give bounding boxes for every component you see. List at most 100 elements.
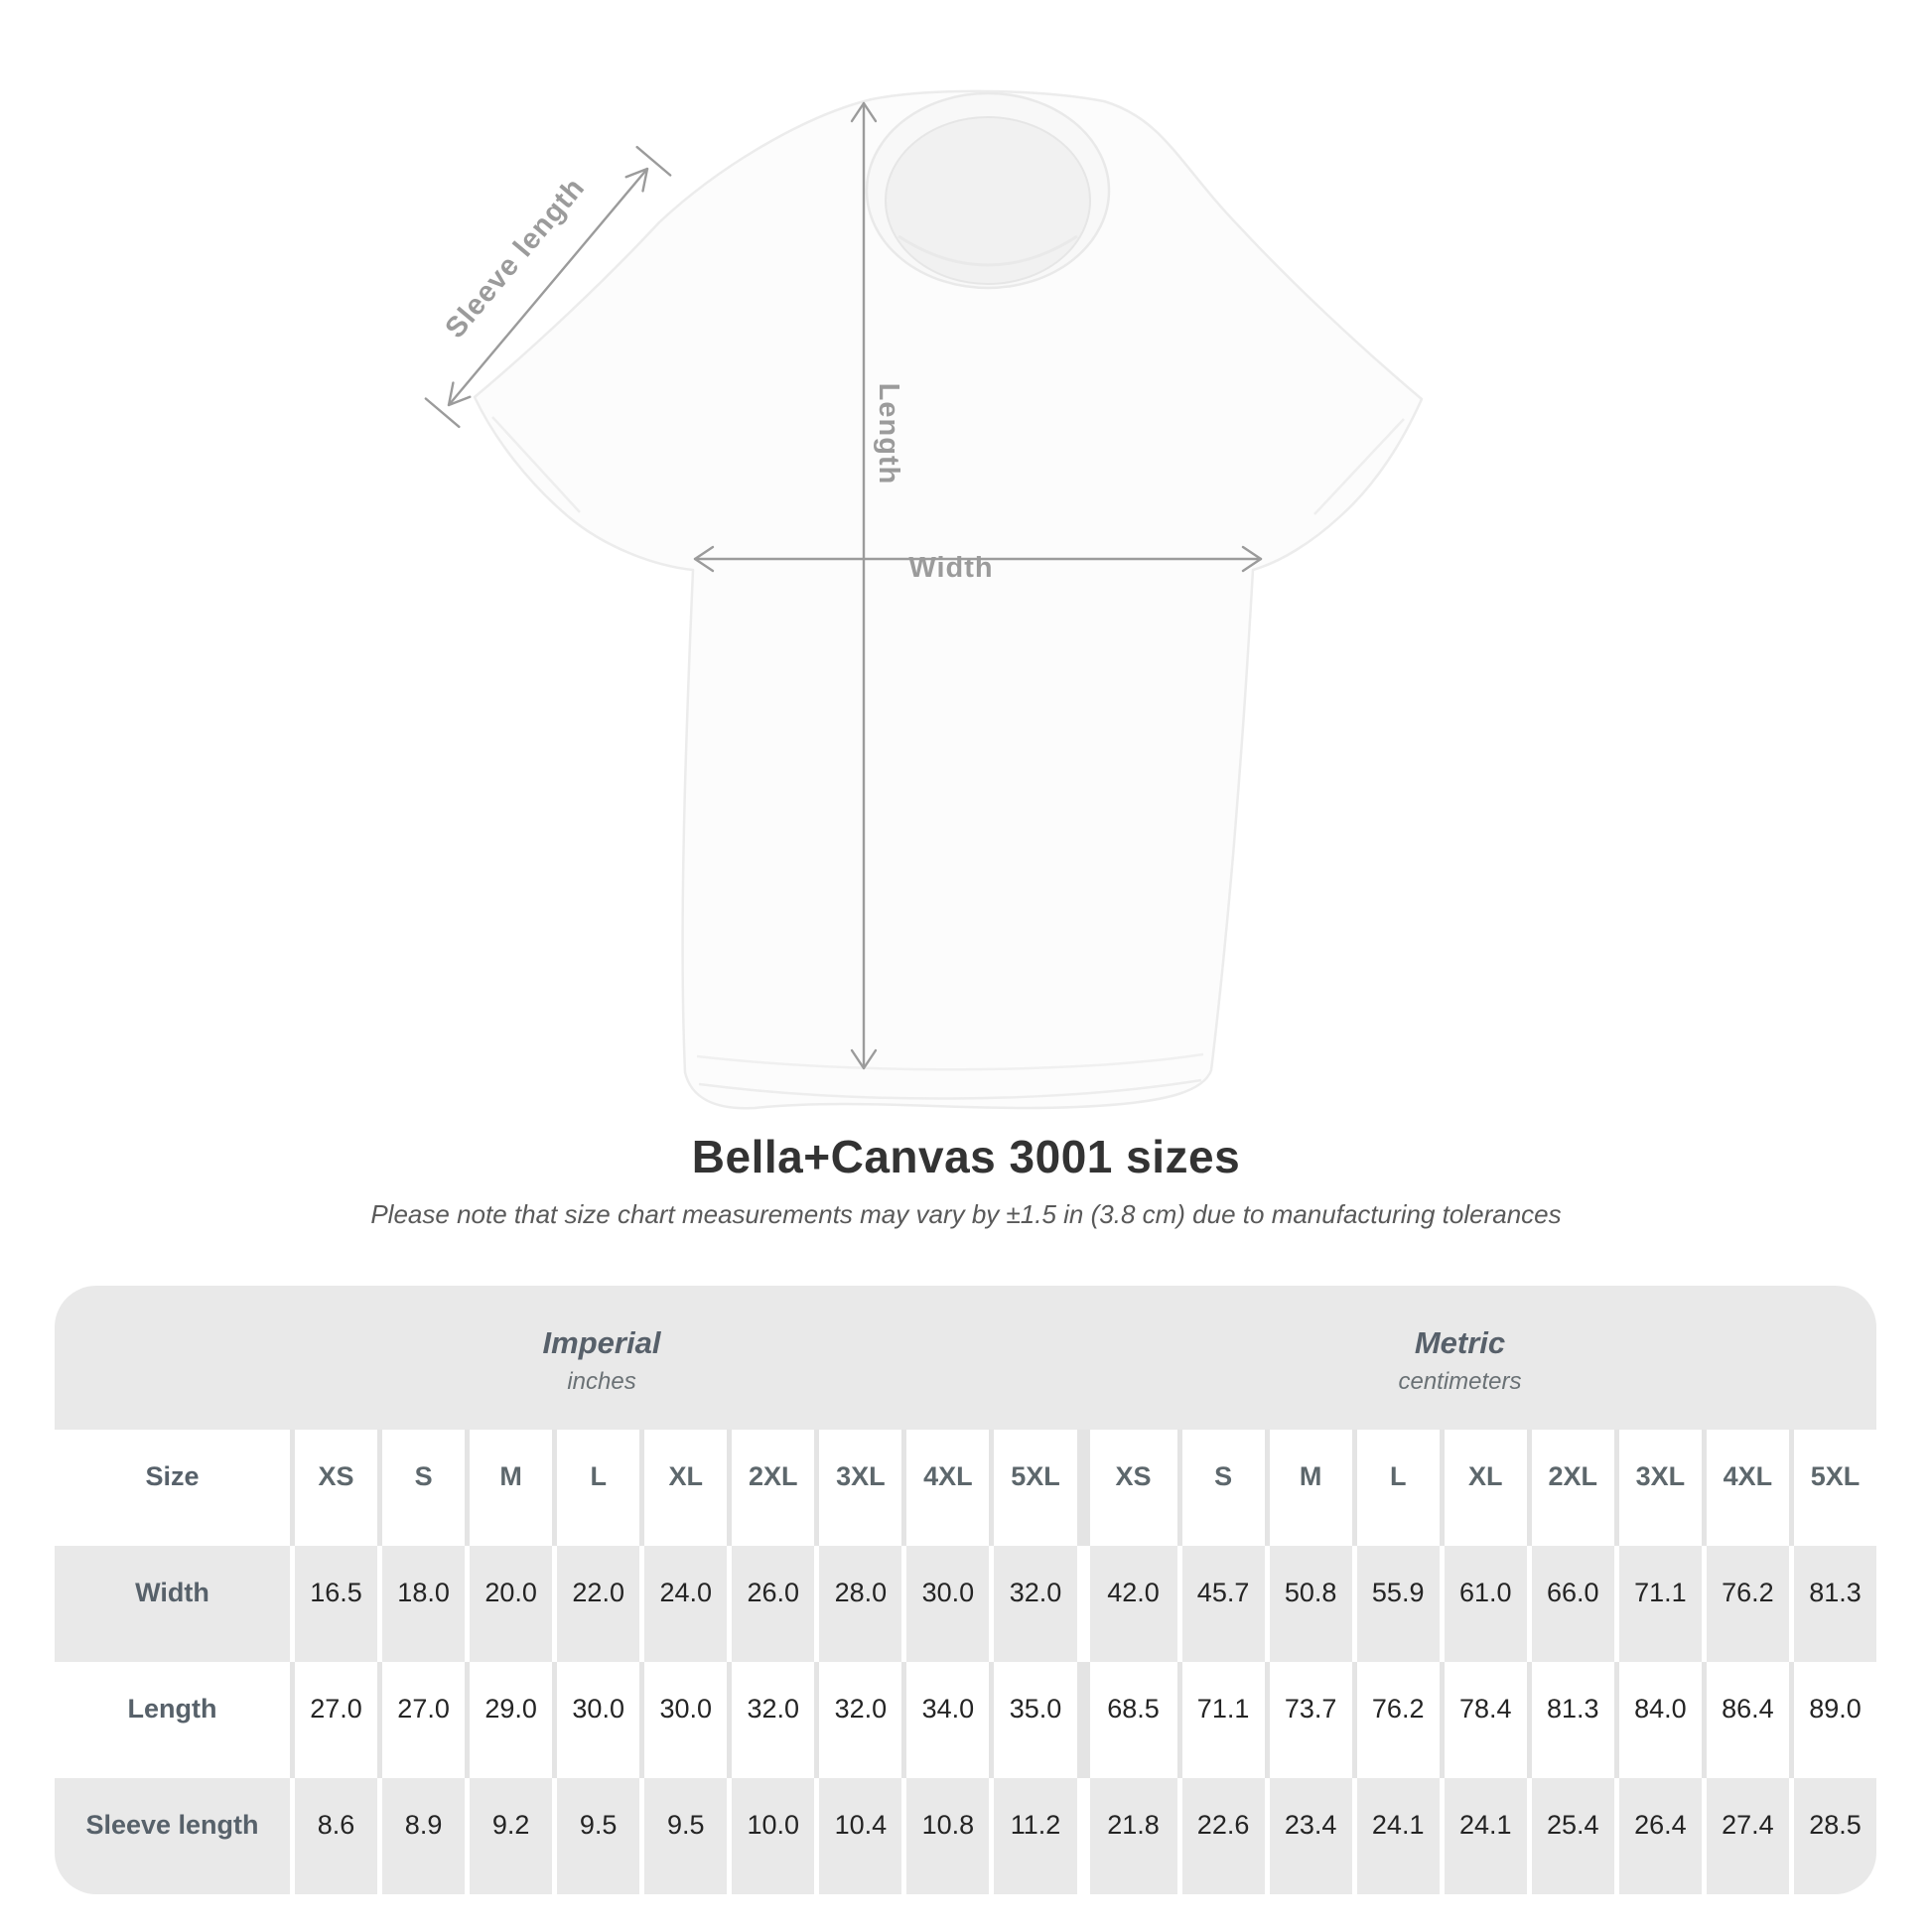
- page-title: Bella+Canvas 3001 sizes: [691, 1131, 1241, 1182]
- size-code-metric: 5XL: [1788, 1430, 1876, 1546]
- width-label: Width: [908, 552, 993, 584]
- imperial-value-cell: 26.0: [727, 1546, 814, 1662]
- arrowhead-downleft-icon: [447, 381, 472, 407]
- size-code-metric: S: [1176, 1430, 1265, 1546]
- hem-fold-line: [698, 1078, 1202, 1100]
- size-code-imperial: S: [377, 1430, 465, 1546]
- size-code-imperial: 5XL: [989, 1430, 1076, 1546]
- hem-stitch-line: [696, 1052, 1204, 1071]
- tshirt-illustration: [473, 89, 1424, 1110]
- metric-value-cell: 23.4: [1264, 1778, 1352, 1894]
- metric-value-cell: 76.2: [1701, 1546, 1789, 1662]
- tolerance-note: Please note that size chart measurements…: [370, 1199, 1562, 1229]
- imperial-unit: inches: [567, 1368, 636, 1395]
- imperial-label: Imperial: [542, 1325, 661, 1360]
- metric-value-cell: 61.0: [1439, 1546, 1527, 1662]
- imperial-value-cell: 9.5: [552, 1778, 639, 1894]
- metric-value-cell: 42.0: [1107, 1578, 1160, 1607]
- metric-unit-group: Metric centimeters: [1083, 1286, 1876, 1430]
- imperial-unit-group: Imperial inches: [55, 1286, 1083, 1430]
- measurement-row: Width 16.5 18.0 20.0 22.0 24.0 26.0 28.0 30.0 32.…: [55, 1546, 1876, 1662]
- arrowhead-right-icon: [1241, 545, 1263, 573]
- size-code-metric: 4XL: [1701, 1430, 1789, 1546]
- metric-value-cell: 76.2: [1351, 1662, 1440, 1778]
- size-code-imperial: XL: [639, 1430, 727, 1546]
- metric-value-cell: 84.0: [1613, 1662, 1702, 1778]
- arrowhead-upright-icon: [624, 167, 649, 193]
- arrowhead-down-icon: [850, 1048, 878, 1070]
- right-cuff-fold: [1313, 418, 1405, 515]
- size-code-imperial: 2XL: [727, 1430, 814, 1546]
- length-label: Length: [873, 383, 904, 485]
- imperial-value-cell: 27.0: [377, 1662, 465, 1778]
- size-code-metric: 3XL: [1613, 1430, 1702, 1546]
- size-code-metric: XS: [1115, 1461, 1152, 1491]
- imperial-value-cell: 16.5: [290, 1546, 377, 1662]
- imperial-value-cell: 32.0: [727, 1662, 814, 1778]
- metric-value-cell: 68.5: [1107, 1694, 1160, 1724]
- size-code-imperial: 3XL: [814, 1430, 901, 1546]
- measurement-row: Length 27.0 27.0 29.0 30.0 30.0 32.0 32.0 34.0 35…: [55, 1662, 1876, 1778]
- size-code-metric: M: [1264, 1430, 1352, 1546]
- row-label: Sleeve length: [85, 1810, 259, 1840]
- imperial-metric-divider: [1076, 1430, 1090, 1546]
- row-label: Width: [135, 1578, 209, 1607]
- tshirt-body: [473, 89, 1424, 1110]
- end-tick-top: [635, 145, 672, 177]
- imperial-value-cell: 10.0: [727, 1778, 814, 1894]
- left-cuff-fold: [491, 416, 581, 513]
- unit-header-band: Imperial inches Metric centimeters: [55, 1286, 1876, 1430]
- imperial-value-cell: 28.0: [814, 1546, 901, 1662]
- size-column-header: Size: [145, 1461, 200, 1491]
- imperial-value-cell: 30.0: [901, 1546, 989, 1662]
- metric-value-cell: 66.0: [1526, 1546, 1614, 1662]
- length-arrow: [850, 101, 878, 1070]
- imperial-value-cell: 35.0: [989, 1662, 1076, 1778]
- size-table: Imperial inches Metric centimeters Size X…: [55, 1286, 1876, 1894]
- metric-value-cell: 81.3: [1526, 1662, 1614, 1778]
- imperial-value-cell: 24.0: [639, 1546, 727, 1662]
- metric-value-cell: 45.7: [1176, 1546, 1265, 1662]
- imperial-value-cell: 10.4: [814, 1778, 901, 1894]
- size-table-rows: Size XS S M L XL 2XL 3XL 4XL 5XL XS S M L XL 2XL 3XL 4XL 5…: [55, 1430, 1876, 1894]
- metric-value-cell: 89.0: [1788, 1662, 1876, 1778]
- imperial-value-cell: 32.0: [989, 1546, 1076, 1662]
- size-code-imperial: 4XL: [901, 1430, 989, 1546]
- imperial-value-cell: 11.2: [989, 1778, 1076, 1894]
- end-tick-bottom: [424, 397, 461, 429]
- row-label: Length: [127, 1694, 217, 1724]
- size-code-metric: XL: [1439, 1430, 1527, 1546]
- metric-value-cell: 71.1: [1613, 1546, 1702, 1662]
- measurement-row: Sleeve length 8.6 8.9 9.2 9.5 9.5 10.0 10.4 10.8…: [55, 1778, 1876, 1894]
- metric-value-cell: 21.8: [1107, 1810, 1160, 1840]
- imperial-value-cell: 8.6: [290, 1778, 377, 1894]
- metric-value-cell: 27.4: [1701, 1778, 1789, 1894]
- imperial-value-cell: 18.0: [377, 1546, 465, 1662]
- size-header-row: Size XS S M L XL 2XL 3XL 4XL 5XL XS S M L XL 2XL 3XL 4XL 5…: [55, 1430, 1876, 1546]
- metric-value-cell: 71.1: [1176, 1662, 1265, 1778]
- collar-opening: [885, 116, 1091, 285]
- imperial-metric-divider: [1076, 1662, 1090, 1778]
- imperial-value-cell: 34.0: [901, 1662, 989, 1778]
- arrowhead-left-icon: [693, 545, 715, 573]
- imperial-value-cell: 32.0: [814, 1662, 901, 1778]
- imperial-value-cell: 29.0: [465, 1662, 552, 1778]
- metric-value-cell: 25.4: [1526, 1778, 1614, 1894]
- imperial-value-cell: 9.2: [465, 1778, 552, 1894]
- metric-value-cell: 81.3: [1788, 1546, 1876, 1662]
- metric-value-cell: 24.1: [1439, 1778, 1527, 1894]
- sleeve-length-arrow: [424, 145, 672, 429]
- imperial-metric-divider: [1076, 1546, 1090, 1662]
- metric-value-cell: 22.6: [1176, 1778, 1265, 1894]
- imperial-value-cell: 8.9: [377, 1778, 465, 1894]
- metric-value-cell: 55.9: [1351, 1546, 1440, 1662]
- collar-inner-shadow: [897, 234, 1078, 267]
- metric-value-cell: 28.5: [1788, 1778, 1876, 1894]
- tshirt-measurement-diagram: Sleeve length Length Width: [424, 89, 1424, 1110]
- imperial-value-cell: 27.0: [290, 1662, 377, 1778]
- imperial-value-cell: 30.0: [639, 1662, 727, 1778]
- metric-value-cell: 73.7: [1264, 1662, 1352, 1778]
- size-code-imperial: XS: [290, 1430, 377, 1546]
- imperial-value-cell: 20.0: [465, 1546, 552, 1662]
